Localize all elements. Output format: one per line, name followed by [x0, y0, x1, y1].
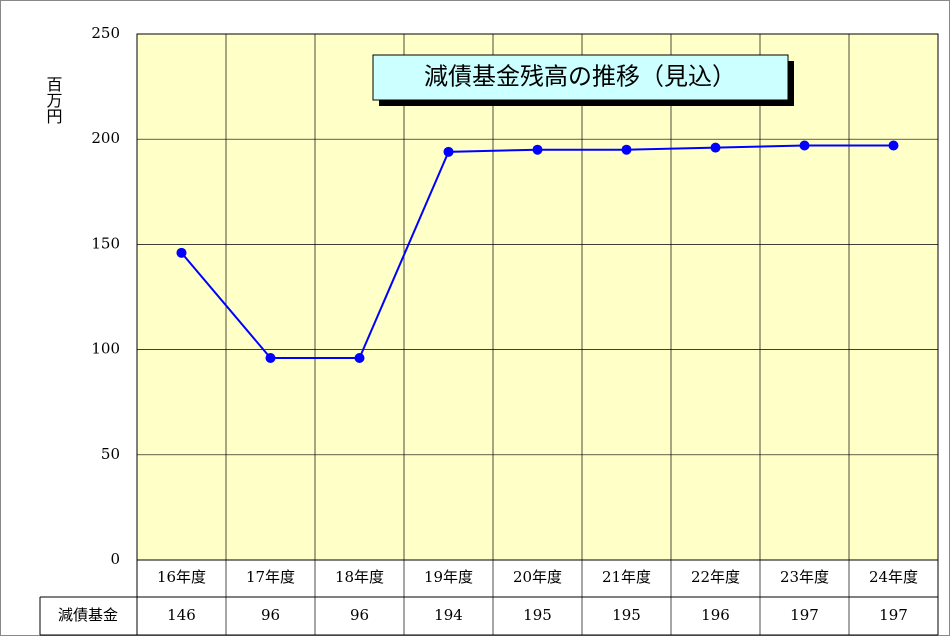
value-grid	[137, 33, 938, 561]
series	[176, 140, 899, 364]
title-box	[372, 54, 789, 101]
table-row-label: 減債基金	[58, 606, 118, 624]
data-table: 16年度 17年度 18年度 19年度 20年度 21年度 22年度 23年度 24年度 146 9…	[39, 560, 939, 636]
point	[799, 140, 810, 151]
table-value: 195	[523, 606, 552, 624]
table-value: 197	[790, 606, 819, 624]
x-tick-label: 21年度	[602, 568, 651, 586]
point	[176, 247, 187, 258]
y-tick-label: 150	[91, 234, 120, 252]
x-tick-label: 16年度	[157, 568, 206, 586]
point	[532, 144, 543, 155]
point	[354, 353, 365, 364]
table-value: 197	[879, 606, 908, 624]
y-tick-label: 100	[91, 340, 120, 358]
x-tick-label: 24年度	[869, 568, 918, 586]
y-axis-label: 百万円	[44, 76, 63, 125]
y-tick-label: 50	[101, 445, 120, 463]
x-tick-label: 18年度	[335, 568, 384, 586]
table-value: 146	[167, 606, 196, 624]
x-tick-label: 23年度	[780, 568, 829, 586]
chart-title: 減債基金残高の推移（見込）	[424, 63, 736, 91]
table-value: 96	[350, 606, 369, 624]
plot-area	[136, 33, 939, 561]
y-tick-label: 200	[91, 129, 120, 147]
point	[621, 144, 632, 155]
category-grid	[225, 34, 850, 635]
table-value: 194	[434, 606, 463, 624]
table-value: 196	[701, 606, 730, 624]
point	[443, 146, 454, 157]
x-tick-label: 19年度	[424, 568, 473, 586]
x-tick-label: 20年度	[513, 568, 562, 586]
table-value: 195	[612, 606, 641, 624]
point	[888, 140, 899, 151]
table-value: 96	[261, 606, 280, 624]
point	[265, 353, 276, 364]
x-tick-label: 22年度	[691, 568, 740, 586]
point	[710, 142, 721, 153]
y-tick-label: 250	[91, 24, 120, 42]
x-tick-label: 17年度	[246, 568, 295, 586]
y-tick-label: 0	[110, 550, 120, 568]
